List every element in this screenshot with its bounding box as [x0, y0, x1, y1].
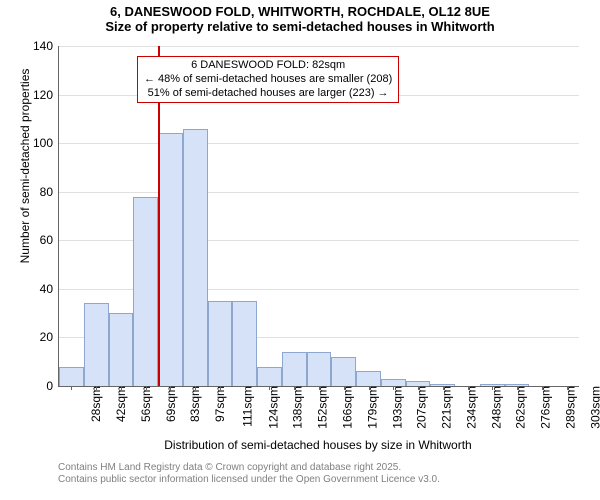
footer-attribution: Contains HM Land Registry data © Crown c…	[58, 462, 440, 486]
histogram-bar	[84, 303, 109, 386]
chart-container: 6, DANESWOOD FOLD, WHITWORTH, ROCHDALE, …	[0, 0, 600, 500]
histogram-bar	[59, 367, 84, 386]
xtick-label: 289sqm	[559, 386, 577, 429]
grid-line	[59, 143, 579, 144]
ytick-label: 120	[33, 88, 59, 102]
ytick-label: 100	[33, 136, 59, 150]
ytick-label: 140	[33, 39, 59, 53]
grid-line	[59, 192, 579, 193]
histogram-bar	[232, 301, 257, 386]
xtick-label: 152sqm	[312, 386, 330, 429]
xtick-mark	[468, 386, 469, 390]
histogram-bar	[356, 371, 381, 386]
xtick-mark	[319, 386, 320, 390]
ytick-label: 60	[40, 233, 59, 247]
xtick-label: 303sqm	[584, 386, 600, 429]
xtick-mark	[443, 386, 444, 390]
xtick-mark	[369, 386, 370, 390]
xtick-label: 262sqm	[510, 386, 528, 429]
xtick-mark	[542, 386, 543, 390]
xtick-mark	[517, 386, 518, 390]
xtick-mark	[146, 386, 147, 390]
xtick-label: 221sqm	[435, 386, 453, 429]
histogram-bar	[381, 379, 406, 386]
xtick-label: 56sqm	[135, 386, 153, 422]
title-line-2: Size of property relative to semi-detach…	[0, 19, 600, 34]
title-block: 6, DANESWOOD FOLD, WHITWORTH, ROCHDALE, …	[0, 4, 600, 34]
footer-line-1: Contains HM Land Registry data © Crown c…	[58, 462, 440, 474]
histogram-bar	[183, 129, 208, 386]
x-axis-label: Distribution of semi-detached houses by …	[58, 438, 578, 452]
xtick-mark	[393, 386, 394, 390]
histogram-bar	[158, 133, 183, 386]
footer-line-2: Contains public sector information licen…	[58, 474, 440, 486]
xtick-mark	[170, 386, 171, 390]
xtick-mark	[492, 386, 493, 390]
xtick-label: 97sqm	[209, 386, 227, 422]
plot-area: 02040608010012014028sqm42sqm56sqm69sqm83…	[58, 46, 579, 387]
histogram-bar	[307, 352, 332, 386]
y-axis-label: Number of semi-detached properties	[18, 0, 32, 336]
xtick-label: 111sqm	[236, 386, 254, 427]
xtick-mark	[220, 386, 221, 390]
xtick-label: 179sqm	[361, 386, 379, 429]
histogram-bar	[282, 352, 307, 386]
histogram-bar	[109, 313, 134, 386]
xtick-label: 234sqm	[460, 386, 478, 429]
xtick-mark	[344, 386, 345, 390]
xtick-label: 83sqm	[184, 386, 202, 422]
annotation-line-1: ← 48% of semi-detached houses are smalle…	[144, 73, 392, 87]
xtick-label: 138sqm	[287, 386, 305, 429]
histogram-bar	[257, 367, 282, 386]
xtick-label: 166sqm	[336, 386, 354, 429]
xtick-mark	[294, 386, 295, 390]
xtick-mark	[71, 386, 72, 390]
xtick-mark	[269, 386, 270, 390]
histogram-bar	[133, 197, 158, 386]
xtick-label: 124sqm	[262, 386, 280, 429]
ytick-label: 80	[40, 185, 59, 199]
xtick-label: 28sqm	[85, 386, 103, 422]
annotation-line-2: 51% of semi-detached houses are larger (…	[144, 87, 392, 101]
xtick-mark	[418, 386, 419, 390]
xtick-mark	[567, 386, 568, 390]
annotation-line-0: 6 DANESWOOD FOLD: 82sqm	[144, 59, 392, 73]
histogram-bar	[208, 301, 233, 386]
xtick-label: 193sqm	[386, 386, 404, 429]
annotation-box: 6 DANESWOOD FOLD: 82sqm← 48% of semi-det…	[137, 56, 399, 103]
xtick-label: 248sqm	[485, 386, 503, 429]
xtick-label: 42sqm	[110, 386, 128, 422]
xtick-label: 69sqm	[160, 386, 178, 422]
grid-line	[59, 46, 579, 47]
ytick-label: 20	[40, 330, 59, 344]
xtick-mark	[96, 386, 97, 390]
title-line-1: 6, DANESWOOD FOLD, WHITWORTH, ROCHDALE, …	[0, 4, 600, 19]
xtick-label: 276sqm	[534, 386, 552, 429]
xtick-mark	[195, 386, 196, 390]
xtick-mark	[121, 386, 122, 390]
histogram-bar	[331, 357, 356, 386]
ytick-label: 40	[40, 282, 59, 296]
ytick-label: 0	[46, 379, 59, 393]
xtick-label: 207sqm	[411, 386, 429, 429]
xtick-mark	[245, 386, 246, 390]
